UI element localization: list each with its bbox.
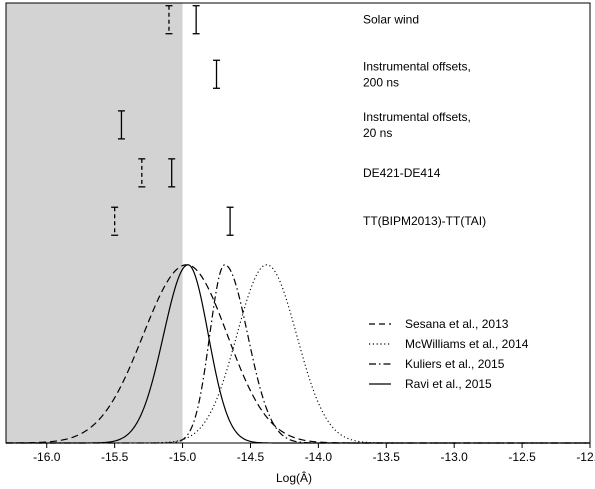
- x-tick-label: -15.5: [101, 450, 129, 464]
- x-tick-label: -13.5: [373, 450, 401, 464]
- annotation-label: 200 ns: [363, 75, 399, 89]
- annotation-label: 20 ns: [363, 126, 392, 140]
- legend-label: Kuliers et al., 2015: [405, 357, 505, 371]
- annotation-label: TT(BIPM2013)-TT(TAI): [363, 214, 486, 228]
- curve-1: [5, 264, 590, 444]
- annotation-label: Instrumental offsets,: [363, 110, 471, 124]
- shaded-region: [6, 3, 183, 443]
- x-tick-label: -13.0: [441, 450, 469, 464]
- annotation-label: DE421-DE414: [363, 166, 441, 180]
- x-tick-label: -12.5: [508, 450, 536, 464]
- x-tick-label: -16.0: [33, 450, 61, 464]
- annotation-label: Solar wind: [363, 13, 419, 27]
- legend-label: Sesana et al., 2013: [405, 317, 509, 331]
- legend-label: McWilliams et al., 2014: [405, 337, 529, 351]
- x-tick-label: -14.0: [305, 450, 333, 464]
- x-axis-title: Log(Â): [276, 470, 312, 485]
- annotation-label: Instrumental offsets,: [363, 59, 471, 73]
- plot-frame: [5, 2, 591, 444]
- x-tick-label: -15.0: [169, 450, 197, 464]
- curve-2: [6, 264, 590, 444]
- legend-label: Ravi et al., 2015: [405, 377, 492, 391]
- x-tick-label: -14.5: [237, 450, 265, 464]
- x-tick-label: -12.0: [576, 450, 595, 464]
